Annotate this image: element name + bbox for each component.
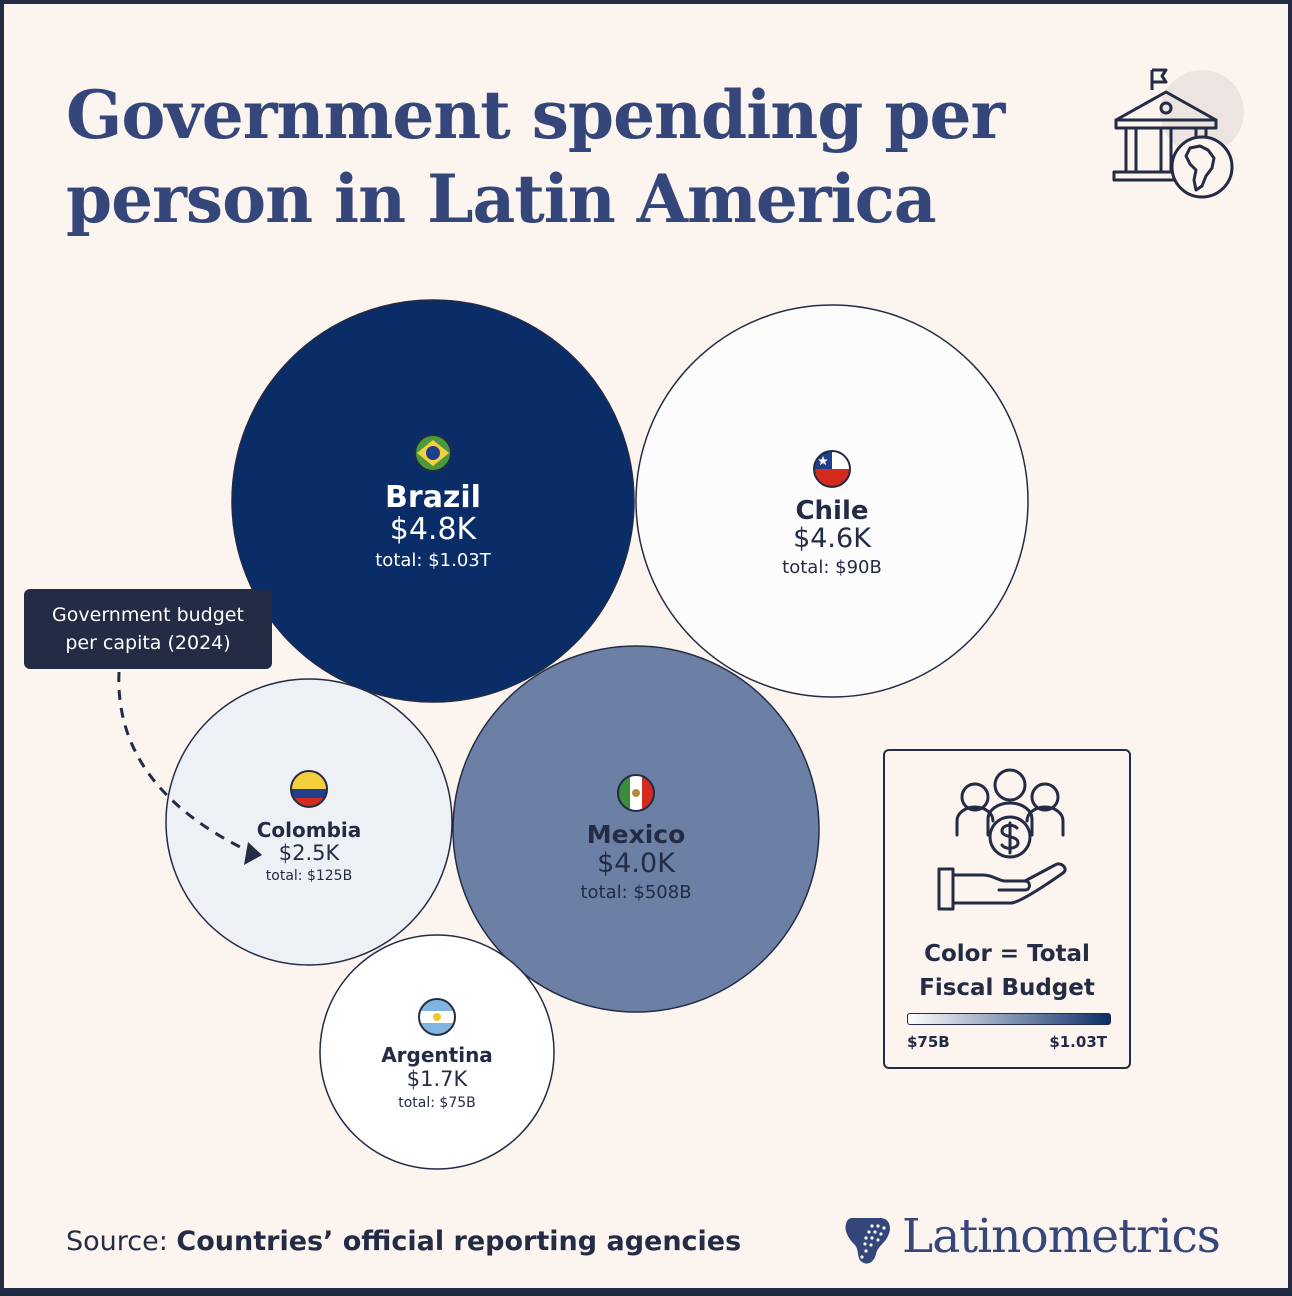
bubble-argentina: Argentina$1.7K total: $75B xyxy=(319,934,555,1170)
bubble-circle-chile xyxy=(635,304,1029,698)
total-label-chile: total: $90B xyxy=(782,557,882,578)
colombia-flag-icon xyxy=(290,770,328,808)
bubble-circle-mexico xyxy=(452,645,820,1013)
total-label-mexico: total: $508B xyxy=(580,882,691,903)
chile-flag-icon xyxy=(813,450,851,488)
total-label-colombia: total: $125B xyxy=(266,868,352,884)
callout-arrow-head xyxy=(244,842,262,865)
source-prefix: Source: xyxy=(66,1226,177,1257)
hand-people-money-icon xyxy=(937,768,1067,911)
bubble-colombia: Colombia$2.5K total: $125B xyxy=(165,678,453,966)
per-capita-label-brazil: $4.8K xyxy=(390,512,478,547)
source-text: Countries’ official reporting agencies xyxy=(176,1226,742,1257)
legend-color-bar xyxy=(907,1013,1111,1025)
government-building-icon xyxy=(1112,68,1244,199)
country-name-argentina: Argentina xyxy=(381,1043,493,1067)
bubble-circle-argentina xyxy=(319,934,555,1170)
per-capita-label-argentina: $1.7K xyxy=(407,1067,469,1091)
callout-line-2: per capita (2024) xyxy=(65,632,231,654)
bubble-circle-brazil xyxy=(231,299,635,703)
argentina-flag-icon xyxy=(418,998,456,1036)
legend-title: Color = Total Fiscal Budget xyxy=(885,937,1129,1005)
legend-title-line-1: Color = Total xyxy=(924,941,1090,967)
bubble-circle-colombia xyxy=(165,678,453,966)
brand-name: Latinometrics xyxy=(902,1209,1221,1264)
latinometrics-logo-icon xyxy=(845,1218,890,1264)
bubble-chart: Brazil$4.8K total: $1.03T Chile$4.6K total:… xyxy=(117,299,1029,1170)
callout-line-1: Government budget xyxy=(52,604,244,626)
bubble-chile: Chile$4.6K total: $90B xyxy=(635,304,1029,698)
title-line-1: Government spending per xyxy=(66,76,1005,154)
country-name-chile: Chile xyxy=(795,496,868,526)
per-capita-label-mexico: $4.0K xyxy=(597,848,676,879)
country-name-mexico: Mexico xyxy=(587,820,686,849)
title-line-2: person in Latin America xyxy=(66,160,937,238)
total-label-argentina: total: $75B xyxy=(398,1095,476,1111)
bubble-mexico: Mexico$4.0K total: $508B xyxy=(452,645,820,1013)
legend-max-label: $1.03T xyxy=(1049,1033,1107,1051)
size-measure-callout: Government budget per capita (2024) xyxy=(24,589,272,669)
country-name-brazil: Brazil xyxy=(385,480,481,515)
color-legend: Color = Total Fiscal Budget $75B $1.03T xyxy=(883,749,1131,1069)
per-capita-label-colombia: $2.5K xyxy=(279,841,341,865)
legend-title-line-2: Fiscal Budget xyxy=(919,975,1095,1001)
total-label-brazil: total: $1.03T xyxy=(375,550,491,571)
source-note: Source: Countries’ official reporting ag… xyxy=(66,1226,741,1257)
mexico-flag-icon xyxy=(617,774,655,812)
country-name-colombia: Colombia xyxy=(257,818,362,842)
bubble-brazil: Brazil$4.8K total: $1.03T xyxy=(231,299,635,703)
callout-arrow xyxy=(117,671,245,851)
per-capita-label-chile: $4.6K xyxy=(793,523,872,554)
brazil-flag-icon xyxy=(414,434,452,472)
legend-min-label: $75B xyxy=(907,1033,950,1051)
